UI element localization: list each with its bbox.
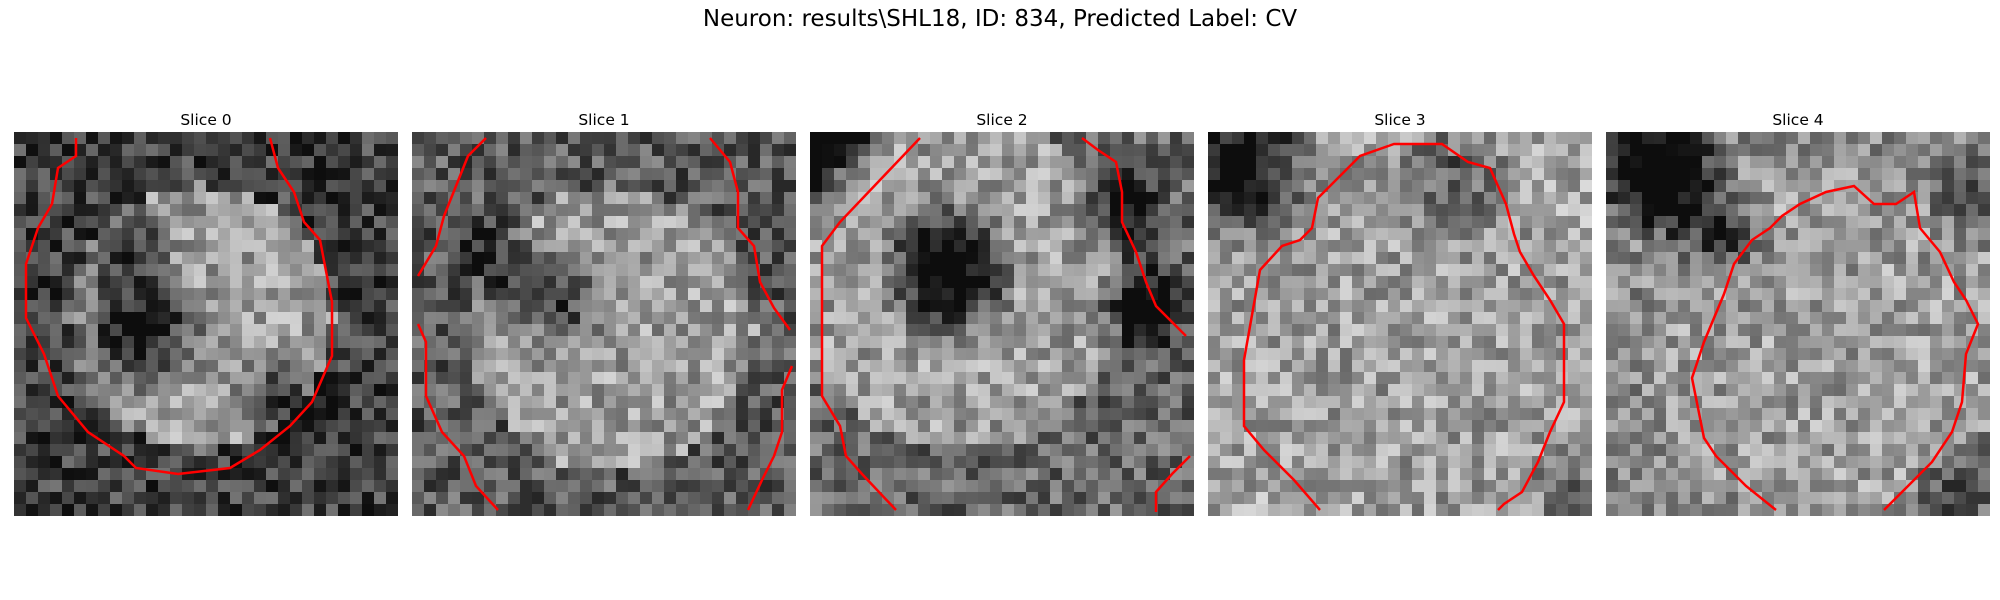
- slice-image-1: [412, 132, 796, 516]
- contour-line-left-lower: [416, 323, 499, 511]
- slice-image-3: [1208, 132, 1592, 516]
- slice-title-4: Slice 4: [1772, 111, 1824, 129]
- contour-line-right-lower: [746, 365, 794, 511]
- grayscale-pixels-2: [810, 132, 1194, 516]
- slice-title-0: Slice 0: [180, 111, 232, 129]
- contour-line-left: [416, 137, 487, 277]
- slice-panel-4: Slice 4: [1606, 108, 1990, 516]
- contour-line: [1242, 142, 1566, 511]
- slice-panel-1: Slice 1: [412, 108, 796, 516]
- slice-title-1: Slice 1: [578, 111, 630, 129]
- grayscale-pixels-0: [14, 132, 398, 516]
- slice-panel-0: Slice 0: [14, 108, 398, 516]
- grayscale-pixels-1: [412, 132, 796, 516]
- contour-line-corner: [1154, 455, 1191, 512]
- slice-image-2: [810, 132, 1194, 516]
- contour-line-left: [820, 137, 921, 511]
- slice-title-2: Slice 2: [976, 111, 1028, 129]
- contour-line: [1690, 184, 1980, 511]
- grayscale-pixels-4: [1606, 132, 1990, 516]
- contour-line-right: [709, 137, 792, 331]
- slice-panel-2: Slice 2: [810, 108, 1194, 516]
- grayscale-pixels-3: [1208, 132, 1592, 516]
- contour-line-right: [1081, 137, 1187, 337]
- slice-panel-3: Slice 3: [1208, 108, 1592, 516]
- slice-title-3: Slice 3: [1374, 111, 1426, 129]
- slice-image-4: [1606, 132, 1990, 516]
- figure-title: Neuron: results\SHL18, ID: 834, Predicte…: [702, 6, 1298, 32]
- contour-line: [24, 137, 334, 476]
- slice-image-0: [14, 132, 398, 516]
